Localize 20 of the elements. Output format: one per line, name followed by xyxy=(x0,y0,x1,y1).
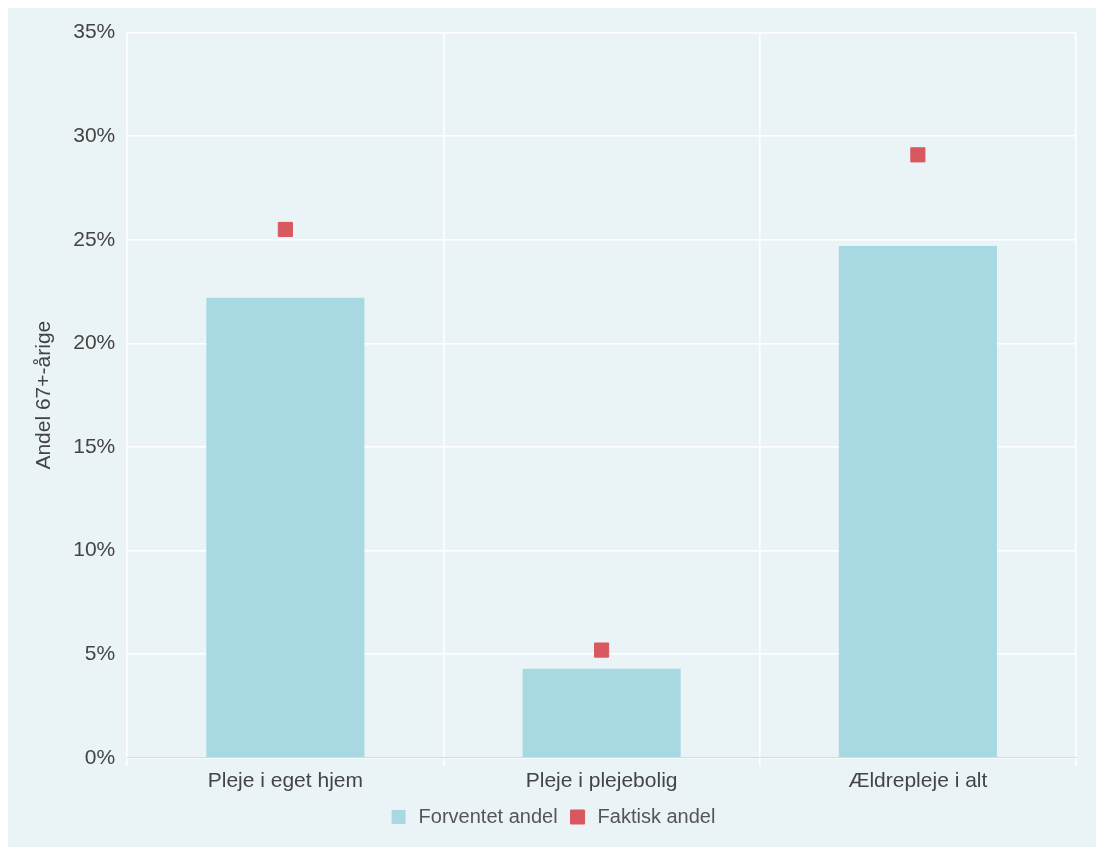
y-tick-label: 10% xyxy=(73,537,116,561)
y-tick-label: 0% xyxy=(84,744,116,768)
y-tick-label: 20% xyxy=(73,330,116,354)
bar xyxy=(206,297,365,758)
y-axis-title: Andel 67+-årige xyxy=(31,320,55,470)
bar xyxy=(522,668,681,758)
point xyxy=(910,147,926,163)
x-tick-label: Pleje i plejebolig xyxy=(525,768,678,792)
y-tick-label: 30% xyxy=(73,123,116,146)
point xyxy=(277,221,293,238)
x-tick-label: Ældrepleje i alt xyxy=(848,768,988,792)
x-tick-label: Pleje i eget hjem xyxy=(207,768,363,792)
y-tick-label: 35% xyxy=(73,19,116,43)
y-tick-label: 25% xyxy=(73,226,116,250)
legend-label: Faktisk andel xyxy=(597,804,716,827)
legend-label: Forventet andel xyxy=(418,804,558,827)
point xyxy=(594,642,610,658)
y-tick-label: 5% xyxy=(84,641,116,664)
bar xyxy=(838,246,997,758)
y-tick-label: 15% xyxy=(73,433,116,457)
